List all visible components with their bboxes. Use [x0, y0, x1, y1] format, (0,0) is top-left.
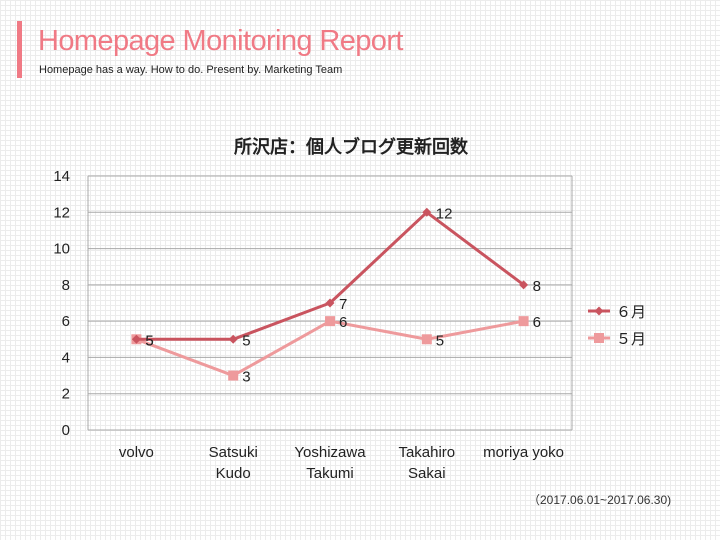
accent-bar	[17, 21, 22, 78]
legend-label: ５月	[616, 330, 646, 348]
date-range: （2017.06.01~2017.06.30)	[528, 493, 672, 507]
data-point-marker	[422, 207, 432, 217]
report-title: Homepage Monitoring Report	[38, 25, 403, 57]
data-point-marker	[228, 370, 239, 381]
data-point-marker	[519, 280, 529, 290]
y-tick-label: 12	[53, 204, 70, 221]
report-subtitle: Homepage has a way. How to do. Present b…	[39, 64, 343, 76]
y-tick-label: 0	[62, 422, 70, 439]
chart-legend: ６月 ５月	[588, 303, 646, 348]
y-tick-label: 10	[53, 241, 70, 258]
y-tick-label: 4	[62, 349, 70, 366]
x-tick-label: moriya yoko	[483, 444, 564, 461]
legend-marker	[594, 306, 604, 316]
data-point-marker	[325, 298, 335, 308]
chart-axes: 0 2 4 6 8 10 12 14 volvo Satsuki Kudo Yoshizawa Taku…	[53, 168, 564, 482]
data-label: 6	[533, 314, 541, 331]
data-point-marker	[421, 334, 432, 345]
chart-title: 所沢店：個人ブログ更新回数	[234, 136, 469, 158]
y-tick-label: 8	[62, 277, 70, 294]
data-label: 5	[436, 332, 444, 349]
x-tick-label: volvo	[119, 444, 154, 461]
y-tick-label: 2	[62, 386, 70, 403]
chart-gridlines	[87, 175, 573, 431]
data-label: 5	[145, 332, 153, 349]
x-tick-label: Takahiro Sakai	[398, 444, 455, 482]
legend-label: ６月	[616, 303, 646, 321]
x-tick-label: Satsuki Kudo	[209, 444, 258, 482]
data-label: 6	[339, 314, 347, 331]
data-point-marker	[131, 334, 141, 344]
data-label: 3	[242, 369, 250, 386]
y-tick-label: 14	[53, 168, 70, 185]
data-label: 8	[533, 278, 541, 295]
data-point-marker	[518, 316, 529, 327]
data-label: 12	[436, 205, 453, 222]
data-label: 7	[339, 296, 347, 313]
y-tick-label: 6	[62, 313, 70, 330]
data-point-marker	[228, 334, 238, 344]
data-point-marker	[325, 316, 335, 327]
series-line	[135, 319, 524, 378]
legend-marker	[594, 333, 604, 343]
data-label: 5	[242, 332, 250, 349]
x-tick-label: Yoshizawa Takumi	[294, 444, 366, 482]
